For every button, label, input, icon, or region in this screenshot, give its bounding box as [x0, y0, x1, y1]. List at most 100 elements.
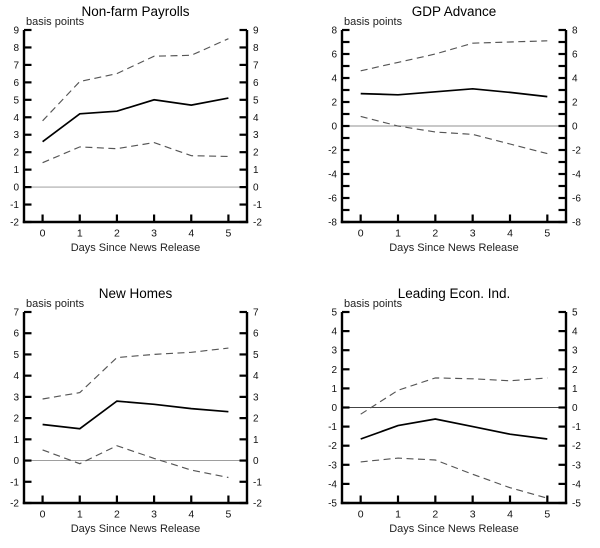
x-tick-labels: 0 1 2 3 4 5 [40, 509, 232, 521]
x-tick-label: 1 [77, 228, 83, 240]
y-tick-label: -1 [572, 422, 581, 433]
x-tick-labels: 0 1 2 3 4 5 [358, 228, 551, 240]
y-tick-label: 1 [572, 384, 578, 395]
y-tick-label: 1 [331, 384, 337, 395]
y-tick-label: 4 [253, 371, 259, 382]
lower-band-line [360, 115, 548, 155]
y-tick-label: 0 [253, 456, 259, 467]
x-tick-label: 5 [225, 228, 231, 240]
y-tick-label: -3 [328, 460, 337, 471]
y-tick-label: 6 [331, 50, 337, 61]
y-axis-unit-label: basis points [344, 298, 403, 310]
y-tick-label: 2 [331, 98, 337, 109]
x-tick-label: 2 [114, 228, 120, 240]
y-tick-label: 1 [13, 435, 19, 446]
y-tick-label: 3 [13, 130, 19, 141]
x-ticks [359, 214, 549, 222]
axes-frame [22, 312, 249, 505]
x-axis-label: Days Since News Release [70, 242, 201, 254]
y-tick-label: -2 [10, 218, 19, 229]
y-tick-label: 8 [253, 43, 259, 54]
chart-title: New Homes [98, 286, 173, 301]
chart-title: Non-farm Payrolls [81, 4, 190, 19]
y-tick-label: 5 [331, 308, 337, 319]
lower-band-line [42, 445, 229, 479]
y-axis-unit-label: basis points [344, 16, 403, 28]
y-axis-unit-label: basis points [26, 16, 85, 28]
response-line [42, 400, 229, 430]
response-line [360, 418, 548, 440]
y-tick-label: 6 [253, 78, 259, 89]
y-tick-label: -5 [572, 499, 581, 510]
y-tick-label: 2 [13, 414, 19, 425]
x-tick-label: 5 [544, 509, 550, 521]
y-tick-label: 6 [13, 329, 19, 340]
y-tick-label: -3 [572, 460, 581, 471]
chart-new-homes: basis points New Homes -2 -2 -1 -1 0 0 1 1 2 2 3 3 4… [0, 274, 300, 548]
y-tick-label: 1 [13, 165, 19, 176]
x-axis-label: Days Since News Release [389, 242, 519, 254]
y-tick-label: 3 [13, 392, 19, 403]
y-tick-label: -8 [572, 218, 581, 229]
x-tick-labels: 0 1 2 3 4 5 [40, 228, 232, 240]
y-tick-label: 7 [253, 308, 259, 319]
y-ticks [24, 310, 247, 505]
y-tick-label: -6 [328, 194, 337, 205]
y-tick-label: -2 [253, 499, 262, 510]
y-tick-label: 0 [331, 122, 337, 133]
y-tick-label: 4 [13, 371, 19, 382]
y-tick-label: 2 [13, 148, 19, 159]
y-tick-label: 0 [13, 456, 19, 467]
y-tick-label: 2 [572, 365, 578, 376]
y-tick-label: 8 [13, 43, 19, 54]
y-tick-label: 0 [253, 183, 259, 194]
axes-frame [340, 30, 568, 224]
y-tick-label: 0 [572, 403, 578, 414]
y-tick-label: -2 [572, 146, 581, 157]
x-tick-labels: 0 1 2 3 4 5 [358, 509, 551, 521]
x-tick-label: 2 [432, 509, 438, 521]
chart-gdp-advance: basis points GDP Advance -8 -8 -6 -6 -4 -4 -2-… [300, 0, 600, 274]
y-ticks [342, 310, 566, 505]
x-tick-label: 4 [188, 509, 194, 521]
upper-band-line [42, 38, 229, 122]
y-tick-label: 3 [331, 346, 337, 357]
y-tick-label: -1 [328, 422, 337, 433]
y-ticks [342, 28, 566, 224]
x-tick-label: 2 [432, 228, 438, 240]
y-tick-label: -4 [572, 479, 581, 490]
x-tick-label: 2 [114, 509, 120, 521]
y-tick-label: 4 [331, 74, 337, 85]
y-tick-label: -4 [328, 170, 337, 181]
y-tick-label: -2 [328, 441, 337, 452]
x-tick-label: 3 [151, 228, 157, 240]
x-tick-label: 4 [188, 228, 194, 240]
y-tick-label: 0 [572, 122, 578, 133]
y-tick-labels: -8 -8 -6 -6 -4 -4 -2 -2 0 0 2 2 4 4 6 6 8 8 [328, 26, 581, 229]
x-axis-label: Days Since News Release [389, 523, 519, 535]
lower-band-line [360, 457, 548, 499]
x-tick-label: 1 [395, 509, 401, 521]
x-ticks [41, 495, 230, 503]
chart-title: GDP Advance [411, 4, 497, 19]
plot-area: -2 -2 -1 -1 0 0 1 1 2 2 3 3 4 4 5 5 6 6 7 7 0 1 2 3 4 5 [10, 308, 262, 521]
y-tick-label: 5 [253, 350, 259, 361]
axes-frame [340, 312, 568, 505]
y-tick-label: 9 [13, 26, 19, 37]
y-ticks [24, 28, 247, 224]
response-line [42, 97, 229, 143]
y-tick-label: 1 [253, 165, 259, 176]
chart-nonfarm-payrolls: basis points Non-farm Payrolls -2 -2 -1 -1 0… [0, 0, 300, 274]
y-tick-label: -2 [253, 218, 262, 229]
x-tick-label: 3 [151, 509, 157, 521]
x-axis-label: Days Since News Release [70, 523, 201, 535]
upper-band-line [42, 347, 229, 400]
y-tick-label: -8 [328, 218, 337, 229]
x-tick-label: 1 [395, 228, 401, 240]
x-tick-label: 1 [77, 509, 83, 521]
y-tick-label: 8 [331, 26, 337, 37]
y-tick-label: 6 [572, 50, 578, 61]
y-tick-label: 3 [253, 130, 259, 141]
y-tick-label: 2 [253, 148, 259, 159]
x-tick-label: 5 [225, 509, 231, 521]
